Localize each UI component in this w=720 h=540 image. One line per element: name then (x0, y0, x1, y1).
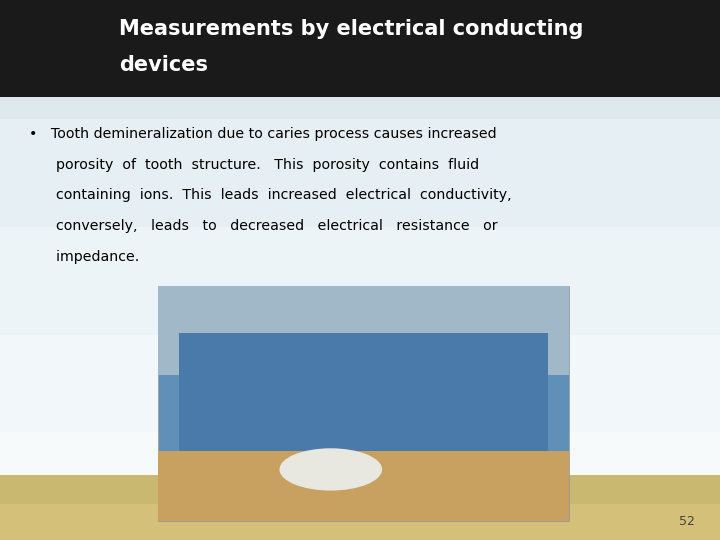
FancyBboxPatch shape (96, 2, 720, 90)
Bar (0, 0, 720, 475)
Bar (158, 286, 569, 521)
Text: impedance.: impedance. (29, 250, 139, 264)
Bar (0, 335, 720, 432)
Text: conversely,   leads   to   decreased   electrical   resistance   or: conversely, leads to decreased electrica… (29, 219, 498, 233)
Bar (0, 119, 720, 227)
Bar (158, 286, 569, 375)
Text: porosity  of  tooth  structure.   This  porosity  contains  fluid: porosity of tooth structure. This porosi… (29, 158, 479, 172)
Bar (179, 333, 549, 462)
Bar (0, 0, 720, 119)
Bar (0, 504, 720, 540)
Bar (0, 475, 720, 540)
Bar (158, 450, 569, 521)
Text: •   Tooth demineralization due to caries process causes increased: • Tooth demineralization due to caries p… (29, 127, 496, 141)
Ellipse shape (279, 448, 382, 490)
Text: devices: devices (119, 55, 208, 75)
Text: containing  ions.  This  leads  increased  electrical  conductivity,: containing ions. This leads increased el… (29, 188, 511, 202)
Text: 52: 52 (679, 515, 695, 528)
Text: Measurements by electrical conducting: Measurements by electrical conducting (119, 19, 583, 39)
Bar (0, 432, 720, 475)
Bar (0, 0, 720, 97)
Bar (0, 227, 720, 335)
